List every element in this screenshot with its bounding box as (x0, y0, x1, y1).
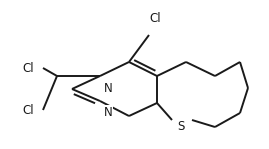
Text: N: N (104, 82, 112, 94)
Text: N: N (104, 105, 112, 118)
Text: S: S (177, 119, 185, 132)
Text: Cl: Cl (149, 11, 161, 24)
Text: Cl: Cl (22, 62, 34, 74)
Text: Cl: Cl (22, 104, 34, 117)
